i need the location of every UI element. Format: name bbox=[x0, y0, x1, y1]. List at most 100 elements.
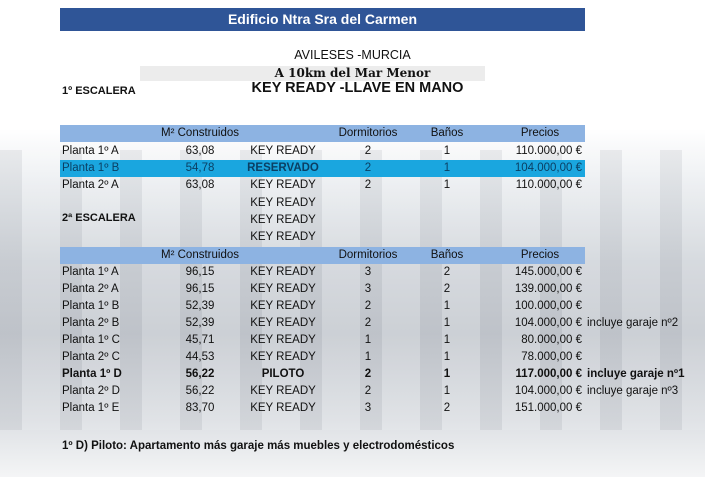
status-cell: KEY READY bbox=[250, 300, 316, 312]
bedrooms-cell: 1 bbox=[364, 351, 372, 363]
location: AVILESES -MURCIA bbox=[294, 48, 411, 62]
unit-cell: Planta 1º B bbox=[62, 300, 120, 312]
price-cell: 151.000,00 € bbox=[514, 402, 582, 414]
unit-cell: Planta 1º B bbox=[62, 162, 120, 174]
status-cell: KEY READY bbox=[250, 231, 316, 243]
area-cell: 54,78 bbox=[185, 162, 215, 174]
bathrooms-cell: 2 bbox=[443, 283, 451, 295]
price-cell: 100.000,00 € bbox=[514, 300, 582, 312]
price-cell: 78.000,00 € bbox=[521, 351, 582, 363]
table-row: Planta 2º A 96,15 KEY READY 3 2 139.000,00 € bbox=[60, 281, 705, 298]
unit-cell: Planta 1º C bbox=[62, 334, 120, 346]
unit-cell: Planta 2º D bbox=[62, 385, 120, 397]
table-header: M² Construidos Dormitorios Baños Precios bbox=[60, 125, 585, 142]
area-cell: 63,08 bbox=[185, 179, 215, 191]
bathrooms-cell: 2 bbox=[443, 402, 451, 414]
escalera2-label: 2ª ESCALERA bbox=[62, 212, 136, 224]
note-cell: incluye garaje nº3 bbox=[587, 385, 679, 397]
bathrooms-cell: 1 bbox=[443, 368, 451, 380]
bathrooms-cell: 1 bbox=[443, 145, 451, 157]
column-header: Dormitorios bbox=[338, 249, 398, 261]
column-header: Precios bbox=[520, 127, 560, 139]
status-cell: KEY READY bbox=[250, 334, 316, 346]
column-header: M² Construidos bbox=[161, 249, 239, 261]
unit-cell: Planta 1º A bbox=[62, 145, 119, 157]
bedrooms-cell: 2 bbox=[364, 179, 372, 191]
table-row: Planta 2º C 44,53 KEY READY 1 1 78.000,00 € bbox=[60, 349, 705, 366]
area-cell: 56,22 bbox=[185, 385, 215, 397]
status-cell: KEY READY bbox=[250, 351, 316, 363]
note-cell: incluye garaje nº2 bbox=[587, 317, 679, 329]
bathrooms-cell: 1 bbox=[443, 351, 451, 363]
bedrooms-cell: 2 bbox=[364, 385, 372, 397]
distance: A 10km del Mar Menor bbox=[274, 66, 431, 80]
status-cell: KEY READY bbox=[250, 179, 316, 191]
status-cell: KEY READY bbox=[250, 283, 316, 295]
area-cell: 96,15 bbox=[185, 283, 215, 295]
column-header: Dormitorios bbox=[338, 127, 398, 139]
price-cell: 110.000,00 € bbox=[515, 145, 582, 157]
bathrooms-cell: 1 bbox=[443, 385, 451, 397]
unit-cell: Planta 2º C bbox=[62, 351, 120, 363]
bathrooms-cell: 1 bbox=[443, 300, 451, 312]
footnote: 1º D) Piloto: Apartamento más garaje más… bbox=[62, 440, 455, 452]
bedrooms-cell: 3 bbox=[364, 266, 372, 278]
table-header: M² Construidos Dormitorios Baños Precios bbox=[60, 247, 585, 264]
price-cell: 145.000,00 € bbox=[514, 266, 582, 278]
area-cell: 52,39 bbox=[185, 300, 215, 312]
price-cell: 139.000,00 € bbox=[514, 283, 582, 295]
unit-cell: Planta 2º A bbox=[62, 179, 119, 191]
key-ready-heading: KEY READY -LLAVE EN MANO bbox=[251, 80, 464, 96]
price-cell: 110.000,00 € bbox=[515, 179, 582, 191]
table-row: Planta 1º E 83,70 KEY READY 3 2 151.000,00 € bbox=[60, 400, 705, 417]
price-cell: 104.000,00 € bbox=[514, 385, 582, 397]
table-row: Planta 1º A 96,15 KEY READY 3 2 145.000,00 € bbox=[60, 264, 705, 281]
unit-cell: Planta 2º A bbox=[62, 283, 119, 295]
table-row: Planta 2º D 56,22 KEY READY 2 1 104.000,00 € i… bbox=[60, 383, 705, 400]
bathrooms-cell: 1 bbox=[443, 334, 451, 346]
bathrooms-cell: 1 bbox=[443, 317, 451, 329]
status-cell: KEY READY bbox=[250, 317, 316, 329]
table-row: Planta 1º B 52,39 KEY READY 2 1 100.000,00 € bbox=[60, 298, 705, 315]
area-cell: 96,15 bbox=[185, 266, 215, 278]
status-cell: KEY READY bbox=[250, 385, 316, 397]
status-cell: KEY READY bbox=[250, 145, 316, 157]
area-cell: 44,53 bbox=[185, 351, 215, 363]
bathrooms-cell: 2 bbox=[443, 266, 451, 278]
unit-cell: Planta 2º B bbox=[62, 317, 120, 329]
area-cell: 63,08 bbox=[185, 145, 215, 157]
status-cell: KEY READY bbox=[250, 266, 316, 278]
area-cell: 45,71 bbox=[185, 334, 215, 346]
price-cell: 117.000,00 € bbox=[515, 368, 582, 380]
area-cell: 83,70 bbox=[185, 402, 215, 414]
status-cell: KEY READY bbox=[250, 197, 316, 209]
escalera1-label: 1º ESCALERA bbox=[62, 85, 136, 97]
column-header: M² Construidos bbox=[161, 127, 239, 139]
note-cell: incluye garaje nº1 bbox=[587, 368, 685, 380]
unit-cell: Planta 1º E bbox=[62, 402, 120, 414]
bedrooms-cell: 2 bbox=[364, 145, 372, 157]
price-cell: 104.000,00 € bbox=[514, 162, 582, 174]
table-row: Planta 1º B 54,78 RESERVADO 2 1 104.000,00 € bbox=[60, 160, 585, 177]
bedrooms-cell: 1 bbox=[364, 334, 372, 346]
bedrooms-cell: 2 bbox=[364, 317, 372, 329]
status-cell: KEY READY bbox=[250, 214, 316, 226]
column-header: Baños bbox=[430, 249, 464, 261]
status-cell: RESERVADO bbox=[247, 162, 319, 174]
bedrooms-cell: 2 bbox=[364, 162, 372, 174]
bathrooms-cell: 1 bbox=[443, 162, 451, 174]
table-row: Planta 1º D 56,22 PILOTO 2 1 117.000,00 € incl… bbox=[60, 366, 705, 383]
unit-cell: Planta 1º A bbox=[62, 266, 119, 278]
status-cell: KEY READY bbox=[250, 402, 316, 414]
table-row: Planta 2º B 52,39 KEY READY 2 1 104.000,00 € i… bbox=[60, 315, 705, 332]
area-cell: 56,22 bbox=[185, 368, 215, 380]
distance-band bbox=[140, 66, 485, 81]
price-cell: 104.000,00 € bbox=[514, 317, 582, 329]
bedrooms-cell: 3 bbox=[364, 402, 372, 414]
bathrooms-cell: 1 bbox=[443, 179, 451, 191]
column-header: Baños bbox=[430, 127, 464, 139]
bedrooms-cell: 2 bbox=[364, 368, 372, 380]
table-row: Planta 1º A 63,08 KEY READY 2 1 110.000,00 € bbox=[60, 143, 705, 160]
table-row: Planta 2º A 63,08 KEY READY 2 1 110.000,00 € bbox=[60, 177, 705, 194]
area-cell: 52,39 bbox=[185, 317, 215, 329]
